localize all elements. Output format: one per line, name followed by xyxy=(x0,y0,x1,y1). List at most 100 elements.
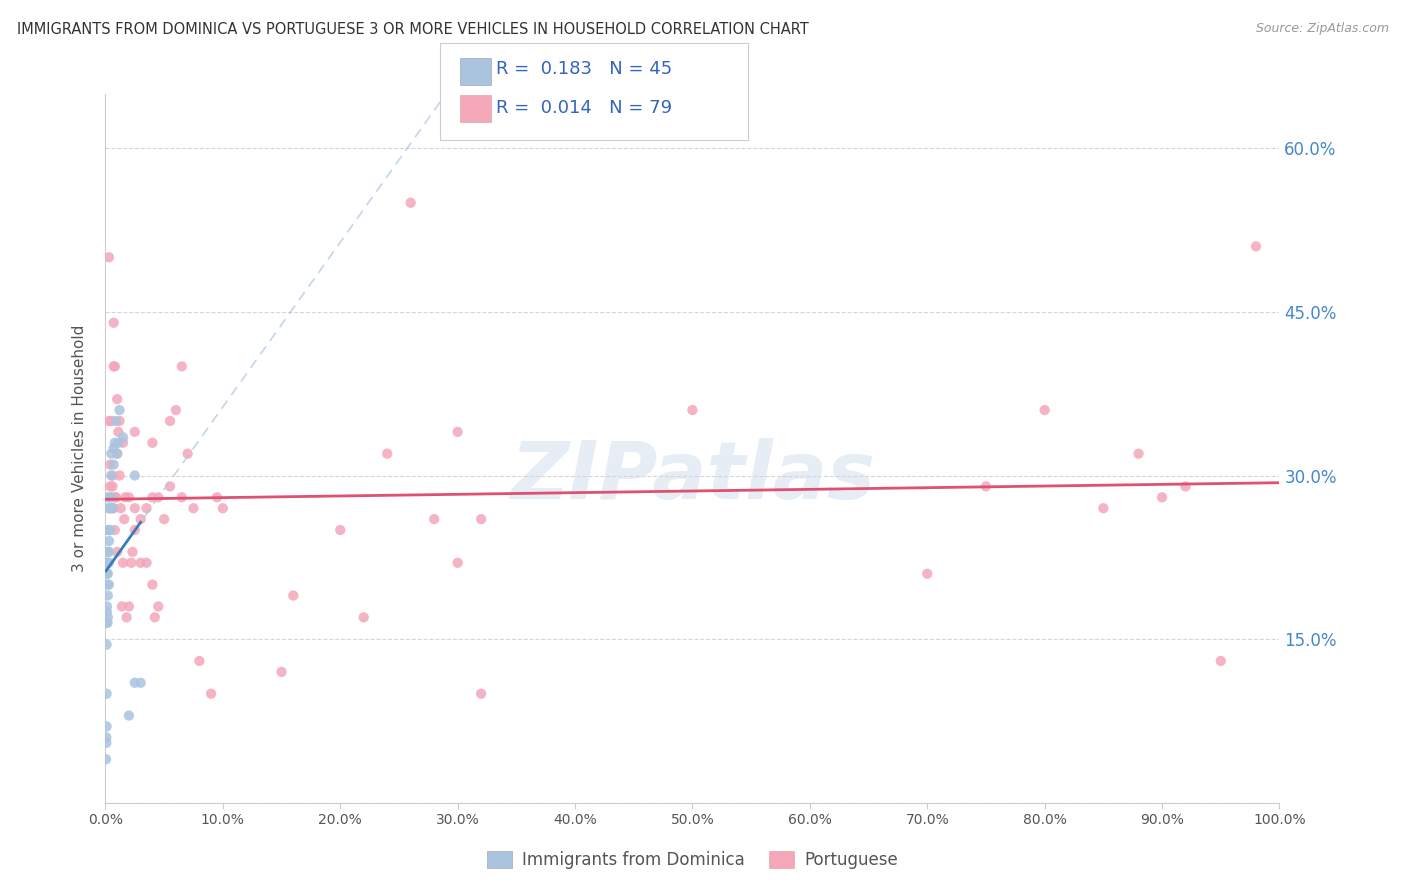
Point xyxy=(97,615,120,630)
Point xyxy=(104,435,127,450)
Point xyxy=(96,566,118,581)
Point xyxy=(105,447,128,461)
Point xyxy=(97,523,120,537)
Y-axis label: 3 or more Vehicles in Household: 3 or more Vehicles in Household xyxy=(72,325,87,572)
Point xyxy=(103,458,125,472)
Point xyxy=(98,458,121,472)
Point xyxy=(148,599,170,614)
Point xyxy=(141,435,163,450)
Point xyxy=(399,195,422,210)
Point xyxy=(97,501,120,516)
Point xyxy=(211,501,233,516)
Point xyxy=(101,501,124,516)
Point xyxy=(112,556,135,570)
Point xyxy=(111,599,134,614)
Point xyxy=(104,359,127,374)
Point xyxy=(100,447,122,461)
Point xyxy=(170,359,193,374)
Point xyxy=(107,425,129,439)
Point xyxy=(96,599,118,614)
Point xyxy=(101,479,124,493)
Point xyxy=(159,414,181,428)
Point xyxy=(121,545,143,559)
Point xyxy=(107,435,129,450)
Point xyxy=(124,425,146,439)
Point xyxy=(1174,479,1197,493)
Point xyxy=(283,589,305,603)
Point xyxy=(1128,447,1150,461)
Point xyxy=(98,479,121,493)
Point xyxy=(105,545,128,559)
Point xyxy=(470,512,492,526)
Point xyxy=(98,414,121,428)
Point xyxy=(329,523,352,537)
Point xyxy=(153,512,176,526)
Point xyxy=(98,577,121,591)
Point xyxy=(98,545,121,559)
Point xyxy=(118,599,141,614)
Point xyxy=(98,533,121,548)
Text: R =  0.014   N = 79: R = 0.014 N = 79 xyxy=(496,99,672,117)
Point xyxy=(97,545,120,559)
Point xyxy=(165,403,187,417)
Point xyxy=(188,654,211,668)
Point xyxy=(97,491,120,505)
Point xyxy=(100,501,122,516)
Point xyxy=(97,589,120,603)
Point xyxy=(97,556,120,570)
Text: ZIPatlas: ZIPatlas xyxy=(510,438,875,516)
Text: Source: ZipAtlas.com: Source: ZipAtlas.com xyxy=(1256,22,1389,36)
Text: IMMIGRANTS FROM DOMINICA VS PORTUGUESE 3 OR MORE VEHICLES IN HOUSEHOLD CORRELATI: IMMIGRANTS FROM DOMINICA VS PORTUGUESE 3… xyxy=(17,22,808,37)
Point xyxy=(1150,491,1173,505)
Point xyxy=(423,512,446,526)
Point xyxy=(115,610,138,624)
Point xyxy=(96,736,118,750)
Text: R =  0.183   N = 45: R = 0.183 N = 45 xyxy=(496,60,672,78)
Point xyxy=(96,577,118,591)
Point xyxy=(100,491,122,505)
Point xyxy=(96,615,118,630)
Point xyxy=(1033,403,1056,417)
Point xyxy=(110,501,132,516)
Point xyxy=(129,675,152,690)
Point xyxy=(353,610,375,624)
Point xyxy=(135,556,157,570)
Point xyxy=(112,430,135,444)
Point xyxy=(100,414,122,428)
Legend: Immigrants from Dominica, Portuguese: Immigrants from Dominica, Portuguese xyxy=(479,845,905,876)
Point xyxy=(98,556,121,570)
Point xyxy=(103,316,125,330)
Point xyxy=(176,447,198,461)
Point xyxy=(129,512,152,526)
Point xyxy=(96,605,118,619)
Point xyxy=(1244,239,1267,253)
Point xyxy=(100,468,122,483)
Point xyxy=(1092,501,1115,516)
Point xyxy=(97,566,120,581)
Point xyxy=(124,468,146,483)
Point xyxy=(124,675,146,690)
Point xyxy=(98,523,121,537)
Point xyxy=(105,491,128,505)
Point xyxy=(141,491,163,505)
Point xyxy=(105,447,128,461)
Point xyxy=(104,491,127,505)
Point xyxy=(101,468,124,483)
Point xyxy=(96,638,118,652)
Point xyxy=(96,719,118,733)
Point xyxy=(112,435,135,450)
Point xyxy=(96,545,118,559)
Point xyxy=(96,556,118,570)
Point xyxy=(124,501,146,516)
Point xyxy=(105,392,128,406)
Point xyxy=(447,556,470,570)
Point xyxy=(103,359,125,374)
Point xyxy=(205,491,228,505)
Point xyxy=(96,687,118,701)
Point xyxy=(108,414,131,428)
Point xyxy=(96,731,118,745)
Point xyxy=(98,491,121,505)
Point xyxy=(135,501,157,516)
Point xyxy=(682,403,704,417)
Point xyxy=(183,501,205,516)
